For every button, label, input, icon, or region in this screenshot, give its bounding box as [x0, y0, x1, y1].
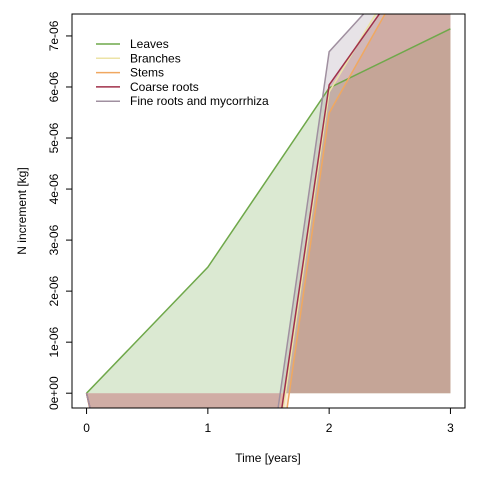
x-tick-label: 3	[447, 421, 454, 435]
y-tick-label: 1e-06	[47, 326, 61, 357]
series-area	[86, 28, 451, 394]
series-area	[86, 14, 451, 408]
plot-frame	[71, 13, 466, 409]
x-axis-label: Time [years]	[235, 451, 301, 465]
y-axis-label: N increment [kg]	[15, 167, 29, 254]
legend-label: Fine roots and mycorrhiza	[130, 94, 269, 108]
x-tick-label: 0	[83, 421, 90, 435]
y-tick-label: 2e-06	[47, 275, 61, 306]
y-tick-label: 3e-06	[47, 224, 61, 255]
series-line	[86, 28, 451, 394]
plot-area	[85, 14, 451, 408]
y-tick-label: 6e-06	[47, 71, 61, 102]
series-area	[86, 14, 451, 408]
legend-label: Branches	[130, 51, 181, 65]
legend-label: Stems	[130, 66, 164, 80]
series-area	[86, 14, 451, 408]
y-tick-label: 7e-06	[47, 20, 61, 51]
y-tick-label: 4e-06	[47, 173, 61, 204]
legend-label: Leaves	[130, 37, 169, 51]
y-tick-label: 0e+00	[47, 376, 61, 410]
series-area	[86, 14, 451, 408]
x-tick-label: 2	[326, 421, 333, 435]
x-tick-label: 1	[205, 421, 212, 435]
legend-label: Coarse roots	[130, 80, 199, 94]
y-tick-label: 5e-06	[47, 122, 61, 153]
